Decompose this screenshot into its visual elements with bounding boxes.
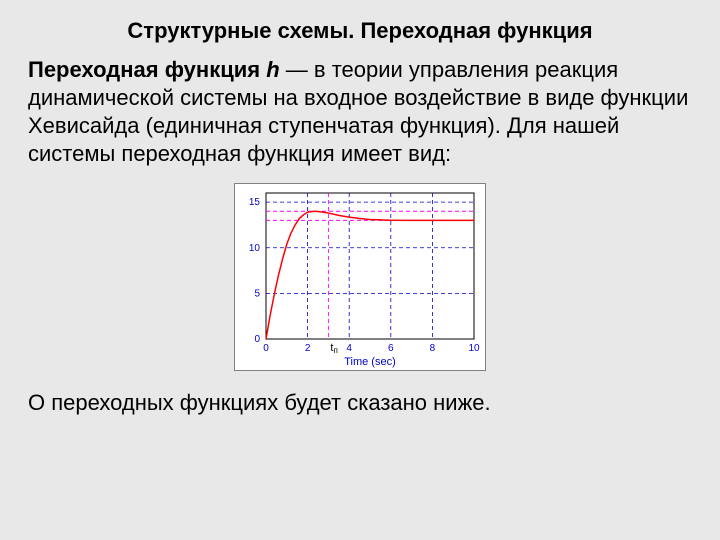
svg-text:2: 2 [305,343,311,354]
step-response-chart: 0246810051015Time (sec)tп [234,183,486,371]
svg-text:0: 0 [254,334,260,345]
slide-title: Структурные схемы. Переходная функция [28,18,692,44]
svg-text:4: 4 [346,343,352,354]
h-symbol: h [266,57,279,82]
footer-text: О переходных функциях будет сказано ниже… [28,389,692,417]
svg-text:5: 5 [254,288,260,299]
svg-text:6: 6 [388,343,394,354]
svg-text:8: 8 [430,343,436,354]
svg-text:10: 10 [249,242,261,253]
definition-paragraph: Переходная функция h — в теории управлен… [28,56,692,169]
svg-text:15: 15 [249,197,261,208]
term-bold: Переходная функция [28,57,260,82]
chart-container: 0246810051015Time (sec)tп [28,183,692,371]
svg-text:0: 0 [263,343,269,354]
svg-text:10: 10 [468,343,480,354]
svg-text:Time (sec): Time (sec) [344,356,396,368]
